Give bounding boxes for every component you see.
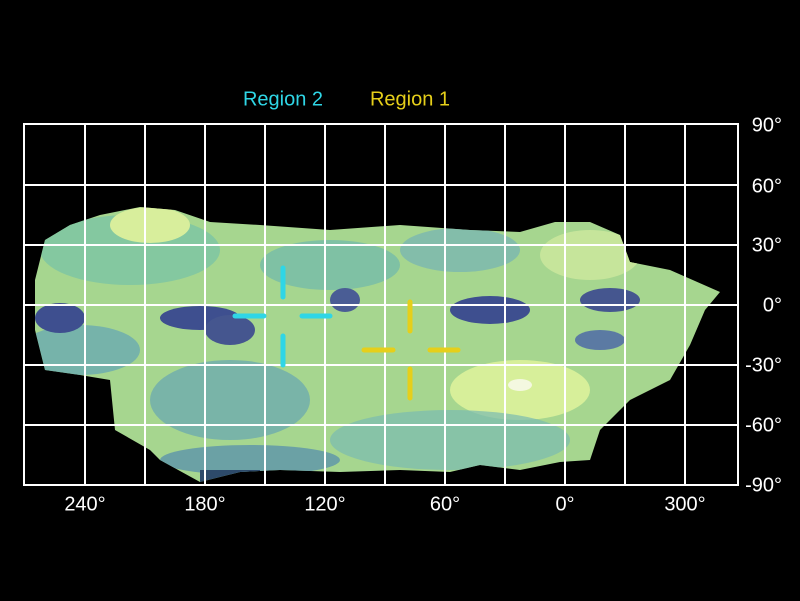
legend-label: Region 2 bbox=[243, 88, 323, 110]
y-label: -30° bbox=[745, 354, 782, 376]
x-label: 300° bbox=[664, 493, 705, 515]
x-label: 240° bbox=[64, 493, 105, 515]
y-label: -60° bbox=[745, 414, 782, 436]
x-label: 60° bbox=[430, 493, 460, 515]
y-label: -90° bbox=[745, 474, 782, 496]
y-label: 30° bbox=[752, 234, 782, 256]
x-label: 180° bbox=[184, 493, 225, 515]
x-label: 120° bbox=[304, 493, 345, 515]
x-label: 0° bbox=[555, 493, 574, 515]
y-label: 0° bbox=[763, 294, 782, 316]
grid bbox=[23, 123, 739, 486]
region-2-marker bbox=[232, 265, 333, 368]
legend-label: Region 1 bbox=[370, 88, 450, 110]
region-1-marker bbox=[361, 299, 461, 401]
y-label: 60° bbox=[752, 175, 782, 197]
y-label: 90° bbox=[752, 114, 782, 136]
surface-map bbox=[35, 207, 720, 482]
